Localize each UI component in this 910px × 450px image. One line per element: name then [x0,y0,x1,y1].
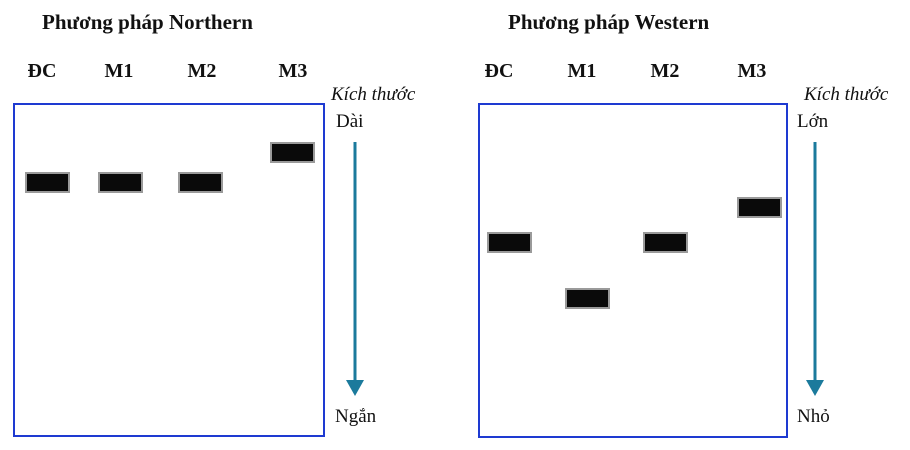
band-western-M1 [565,288,610,309]
lane-label-northern-ĐC: ĐC [27,60,57,82]
lane-label-northern-M1: M1 [104,60,134,82]
down-arrow-icon [806,142,824,396]
band-western-M3 [737,197,782,218]
lane-label-western-M2: M2 [650,60,680,82]
arrow-shaft [813,142,817,380]
down-arrow-icon [346,142,364,396]
lane-label-northern-M2: M2 [187,60,217,82]
gel-box-western [478,103,788,438]
arrow-head [346,380,364,396]
lane-label-northern-M3: M3 [278,60,308,82]
band-northern-M3 [270,142,315,163]
axis-bottom-label-northern: Ngắn [335,406,377,427]
panel-title-northern: Phương pháp Northern [42,10,253,34]
lane-row-northern: ĐC M1 M2 M3 [13,60,325,90]
band-northern-M1 [98,172,143,193]
band-western-ĐC [487,232,532,253]
lane-label-western-M3: M3 [737,60,767,82]
axis-top-label-western: Lớn [797,111,829,132]
band-western-M2 [643,232,688,253]
axis-title-western: Kích thước [804,84,889,105]
arrow-shaft [353,142,357,380]
lane-row-western: ĐC M1 M2 M3 [478,60,788,90]
axis-bottom-label-western: Nhỏ [797,406,830,427]
panel-title-western: Phương pháp Western [508,10,710,34]
lane-label-western-M1: M1 [567,60,597,82]
band-northern-ĐC [25,172,70,193]
band-northern-M2 [178,172,223,193]
arrow-head [806,380,824,396]
gel-box-northern [13,103,325,437]
lane-label-western-ĐC: ĐC [484,60,514,82]
axis-title-northern: Kích thước [331,84,416,105]
axis-top-label-northern: Dài [336,111,364,132]
